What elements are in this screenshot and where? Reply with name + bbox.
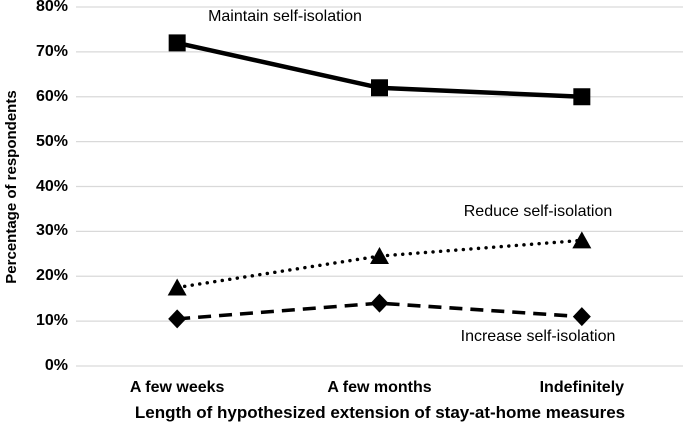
marker-triangle bbox=[167, 278, 187, 296]
series-line-dashed bbox=[177, 301, 582, 321]
y-tick-label: 80% bbox=[35, 0, 68, 15]
x-tick-label: A few weeks bbox=[129, 379, 225, 396]
x-tick-label: Indefinitely bbox=[539, 379, 625, 396]
marker-triangle bbox=[370, 247, 389, 265]
y-tick-label: 0% bbox=[44, 357, 68, 374]
marker-diamond bbox=[370, 293, 389, 313]
marker-square bbox=[168, 34, 186, 52]
y-tick-label: 20% bbox=[35, 267, 68, 285]
y-tick-label: 40% bbox=[35, 177, 68, 195]
marker-square bbox=[371, 79, 388, 97]
y-axis-title: Percentage of respondents bbox=[3, 89, 20, 284]
marker-triangle bbox=[572, 231, 592, 249]
marker-square bbox=[573, 88, 591, 106]
y-tick-label: 50% bbox=[35, 132, 68, 150]
series-label-increase: Increase self-isolation bbox=[460, 328, 616, 345]
marker-diamond bbox=[168, 309, 187, 329]
x-tick-label: A few months bbox=[327, 379, 432, 396]
series-label-maintain: Maintain self-isolation bbox=[208, 8, 362, 25]
series-label-reduce: Reduce self-isolation bbox=[463, 203, 613, 220]
x-axis-title: Length of hypothesized extension of stay… bbox=[134, 403, 626, 422]
y-tick-label: 30% bbox=[35, 222, 68, 240]
y-tick-label: 70% bbox=[35, 42, 68, 60]
y-tick-label: 10% bbox=[35, 312, 68, 330]
y-tick-label: 60% bbox=[35, 87, 68, 105]
marker-diamond bbox=[572, 307, 591, 327]
